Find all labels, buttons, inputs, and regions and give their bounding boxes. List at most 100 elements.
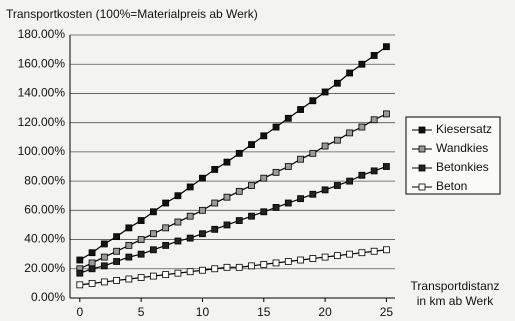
marker	[272, 168, 280, 176]
marker	[383, 163, 390, 170]
marker	[162, 271, 170, 279]
marker	[370, 52, 378, 59]
marker	[248, 141, 255, 148]
legend-label: Betonkies	[436, 160, 489, 174]
marker	[321, 88, 329, 96]
marker	[149, 208, 157, 216]
marker	[113, 233, 121, 241]
marker	[100, 253, 108, 261]
marker	[162, 241, 170, 249]
marker	[137, 217, 145, 224]
marker	[174, 218, 182, 226]
marker	[211, 225, 219, 233]
marker	[174, 192, 182, 200]
marker	[321, 253, 329, 261]
marker	[113, 258, 121, 265]
marker	[100, 240, 108, 248]
marker	[346, 250, 354, 258]
marker	[309, 149, 317, 157]
marker	[186, 234, 194, 242]
marker	[333, 79, 341, 87]
marker	[333, 252, 341, 260]
marker	[137, 274, 145, 281]
marker	[137, 236, 145, 243]
x-tick-label: 25	[380, 305, 394, 319]
y-tick-label: 60.00%	[24, 203, 65, 217]
marker	[223, 158, 231, 166]
marker	[383, 110, 390, 118]
marker	[383, 246, 390, 254]
marker	[88, 265, 96, 273]
marker	[346, 177, 354, 185]
marker	[162, 224, 170, 232]
marker	[358, 60, 366, 68]
marker	[88, 279, 96, 287]
marker	[297, 195, 304, 203]
marker	[235, 149, 243, 157]
x-tick-label: 0	[76, 305, 83, 319]
marker	[174, 269, 182, 277]
marker	[321, 142, 329, 150]
marker	[333, 136, 341, 144]
marker	[260, 132, 268, 140]
marker	[272, 204, 280, 211]
x-tick-label: 5	[138, 305, 145, 319]
marker	[284, 199, 292, 207]
marker	[333, 182, 341, 189]
marker	[358, 249, 366, 257]
legend-marker	[418, 126, 426, 134]
marker	[76, 256, 84, 264]
marker	[358, 171, 366, 179]
marker	[223, 263, 231, 271]
marker	[284, 258, 292, 265]
marker	[272, 259, 280, 267]
marker	[297, 256, 304, 264]
marker	[211, 166, 219, 173]
legend-marker	[418, 164, 426, 172]
x-axis-label: in km ab Werk	[417, 294, 494, 308]
marker	[309, 190, 317, 198]
marker	[235, 263, 243, 271]
legend-label: Wandkies	[436, 141, 488, 155]
marker	[137, 250, 145, 258]
marker	[76, 281, 84, 289]
marker	[199, 206, 206, 214]
marker	[309, 97, 317, 105]
marker	[260, 208, 268, 216]
marker	[199, 266, 206, 274]
marker	[248, 262, 255, 270]
marker	[260, 174, 268, 182]
marker	[149, 230, 157, 238]
legend-label: Kiesersatz	[436, 122, 492, 136]
marker	[223, 221, 231, 229]
marker	[297, 155, 304, 163]
marker	[162, 199, 170, 207]
x-tick-label: 20	[318, 305, 332, 319]
marker	[199, 230, 206, 238]
y-tick-label: 100.00%	[18, 144, 66, 158]
marker	[76, 269, 84, 277]
y-tick-label: 120.00%	[18, 115, 66, 129]
marker	[174, 237, 182, 245]
marker	[88, 249, 96, 257]
x-axis-label: Transportdistanz	[411, 279, 500, 293]
marker	[284, 114, 292, 122]
marker	[383, 43, 390, 51]
marker	[321, 186, 329, 194]
marker	[309, 255, 317, 262]
legend-marker	[418, 183, 426, 191]
marker	[248, 182, 255, 189]
marker	[100, 262, 108, 270]
marker	[149, 272, 157, 280]
legend-label: Beton	[436, 179, 467, 193]
marker	[186, 212, 194, 220]
y-tick-label: 160.00%	[18, 56, 66, 70]
y-tick-label: 20.00%	[24, 261, 65, 275]
marker	[370, 116, 378, 124]
marker	[113, 247, 121, 255]
marker	[284, 163, 292, 170]
marker	[260, 260, 268, 268]
marker	[186, 268, 194, 276]
marker	[211, 265, 219, 273]
